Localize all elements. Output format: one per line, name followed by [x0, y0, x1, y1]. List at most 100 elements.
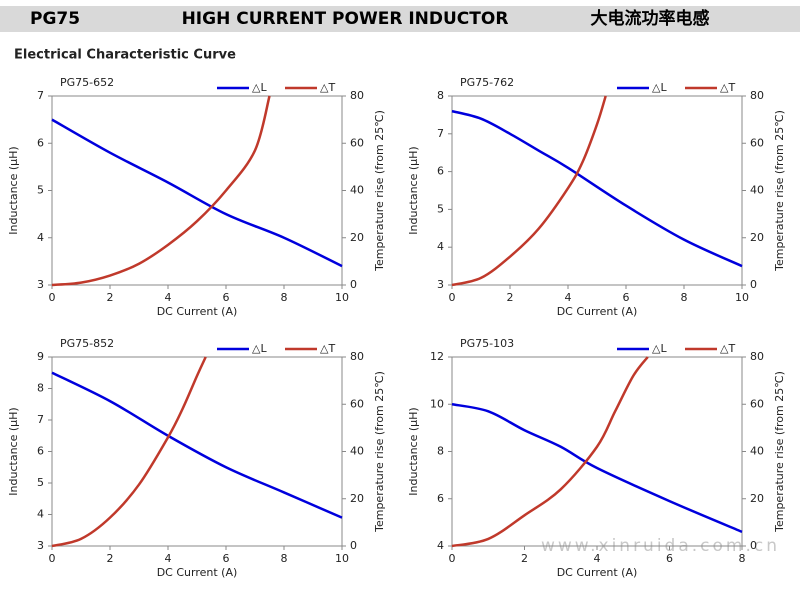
legend-label: △T	[720, 81, 735, 94]
y2-tick-label: 80	[750, 89, 764, 102]
series-line	[451, 95, 607, 287]
x-tick-label: 10	[735, 291, 749, 304]
y-tick-label: 8	[437, 89, 444, 102]
y-tick-label: 9	[37, 350, 44, 363]
y2-axis-label: Temperature rise (from 25℃)	[373, 110, 386, 272]
y2-tick-label: 20	[750, 492, 764, 505]
x-tick-label: 8	[681, 291, 688, 304]
y-axis-label: Inductance (µH)	[407, 407, 420, 495]
part-number: PG75	[30, 9, 80, 29]
y2-tick-label: 80	[350, 350, 364, 363]
y2-tick-label: 0	[350, 278, 357, 291]
legend-label: △T	[320, 342, 335, 355]
y2-axis-label: Temperature rise (from 25℃)	[773, 371, 786, 533]
x-tick-label: 4	[165, 291, 172, 304]
header-title-cn: 大电流功率电感	[591, 8, 710, 29]
series-line	[51, 95, 271, 287]
y2-tick-label: 40	[750, 445, 764, 458]
y2-tick-label: 20	[350, 492, 364, 505]
y-tick-label: 3	[37, 539, 44, 552]
x-tick-label: 8	[281, 552, 288, 565]
x-tick-label: 0	[449, 552, 456, 565]
y-tick-label: 4	[37, 508, 44, 521]
y2-tick-label: 60	[350, 136, 364, 149]
y2-tick-label: 60	[350, 397, 364, 410]
y2-tick-label: 0	[750, 539, 757, 552]
x-tick-label: 6	[223, 291, 230, 304]
legend-label: △L	[252, 81, 267, 94]
x-tick-label: 10	[335, 291, 349, 304]
x-tick-label: 0	[449, 291, 456, 304]
x-tick-label: 2	[507, 291, 514, 304]
plot-frame	[451, 356, 743, 547]
chart-title: PG75-852	[60, 337, 114, 350]
y-axis-label: Inductance (µH)	[7, 407, 20, 495]
y-tick-label: 12	[430, 350, 444, 363]
y-tick-label: 4	[37, 231, 44, 244]
y2-tick-label: 20	[750, 231, 764, 244]
legend-label: △T	[720, 342, 735, 355]
x-axis-label: DC Current (A)	[157, 566, 238, 579]
x-tick-label: 8	[739, 552, 746, 565]
y-tick-label: 7	[437, 127, 444, 140]
x-tick-label: 8	[281, 291, 288, 304]
y2-tick-label: 80	[350, 89, 364, 102]
y2-tick-label: 40	[350, 184, 364, 197]
legend-label: △L	[652, 81, 667, 94]
y-tick-label: 5	[37, 476, 44, 489]
y2-tick-label: 60	[750, 397, 764, 410]
series-line	[51, 371, 343, 519]
section-title: Electrical Characteristic Curve	[14, 48, 236, 63]
y-tick-label: 7	[37, 413, 44, 426]
plot-frame	[51, 95, 343, 286]
legend-label: △T	[320, 81, 335, 94]
x-tick-label: 6	[666, 552, 673, 565]
x-axis-label: DC Current (A)	[557, 305, 638, 318]
legend-label: △L	[652, 342, 667, 355]
chart-title: PG75-652	[60, 76, 114, 89]
y2-axis-label: Temperature rise (from 25℃)	[373, 371, 386, 533]
chart-title: PG75-762	[460, 76, 514, 89]
y-tick-label: 7	[37, 89, 44, 102]
x-axis-label: DC Current (A)	[157, 305, 238, 318]
y-axis-label: Inductance (µH)	[7, 146, 20, 234]
x-axis-label: DC Current (A)	[557, 566, 638, 579]
y-tick-label: 3	[437, 278, 444, 291]
x-tick-label: 0	[49, 291, 56, 304]
x-tick-label: 2	[107, 291, 114, 304]
x-tick-label: 6	[623, 291, 630, 304]
y2-tick-label: 20	[350, 231, 364, 244]
series-line	[451, 109, 743, 268]
y-tick-label: 6	[437, 165, 444, 178]
y-tick-label: 4	[437, 240, 444, 253]
x-tick-label: 0	[49, 552, 56, 565]
y-tick-label: 5	[437, 202, 444, 215]
y-tick-label: 8	[437, 445, 444, 458]
y2-tick-label: 0	[750, 278, 757, 291]
y-tick-label: 6	[37, 136, 44, 149]
x-tick-label: 4	[165, 552, 172, 565]
legend-label: △L	[252, 342, 267, 355]
x-tick-label: 10	[335, 552, 349, 565]
series-line	[451, 403, 743, 533]
y2-tick-label: 40	[350, 445, 364, 458]
x-tick-label: 2	[107, 552, 114, 565]
y2-tick-label: 60	[750, 136, 764, 149]
y-tick-label: 10	[430, 397, 444, 410]
y-tick-label: 6	[437, 492, 444, 505]
y2-axis-label: Temperature rise (from 25℃)	[773, 110, 786, 272]
chart-title: PG75-103	[460, 337, 514, 350]
y2-tick-label: 0	[350, 539, 357, 552]
y-tick-label: 5	[37, 184, 44, 197]
series-line	[451, 356, 649, 548]
x-tick-label: 4	[594, 552, 601, 565]
series-line	[51, 356, 207, 548]
y-tick-label: 6	[37, 445, 44, 458]
y2-tick-label: 40	[750, 184, 764, 197]
y2-tick-label: 80	[750, 350, 764, 363]
x-tick-label: 4	[565, 291, 572, 304]
y-axis-label: Inductance (µH)	[407, 146, 420, 234]
y-tick-label: 8	[37, 382, 44, 395]
x-tick-label: 6	[223, 552, 230, 565]
